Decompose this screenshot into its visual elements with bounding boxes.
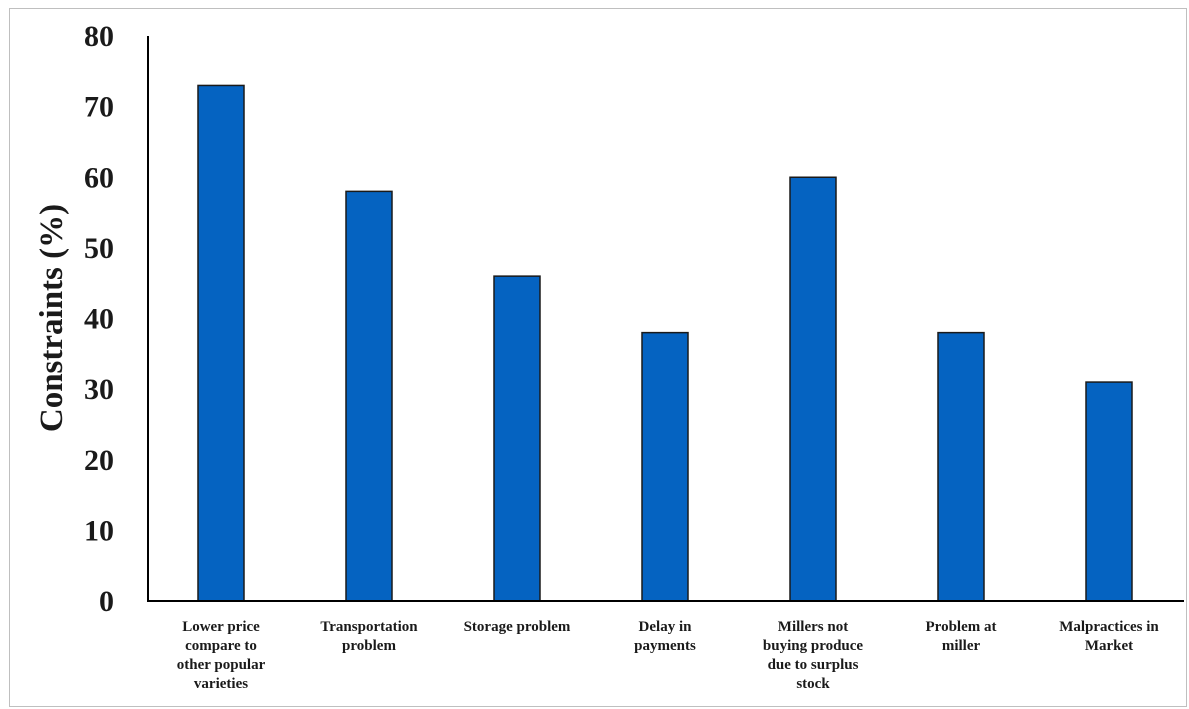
x-category-label: Delay in payments bbox=[634, 619, 696, 654]
x-axis-labels: Lower price compare to other popular variet… bbox=[177, 619, 1160, 692]
y-tick-label: 0 bbox=[99, 585, 114, 618]
bar bbox=[937, 331, 985, 602]
y-axis-ticks: 0 10 20 30 40 50 60 70 80 bbox=[84, 20, 114, 618]
x-category-label: Millers not buying produce due to surplus s… bbox=[763, 619, 864, 692]
y-axis-title: Constraints (%) bbox=[34, 204, 70, 432]
bar bbox=[345, 190, 393, 602]
x-category-label-line: varieties bbox=[194, 676, 248, 692]
y-tick-label: 30 bbox=[84, 373, 114, 406]
x-category-label-line: problem bbox=[342, 638, 396, 654]
x-category-label-line: stock bbox=[796, 676, 830, 692]
bar bbox=[641, 331, 689, 602]
x-category-label-line: due to surplus bbox=[768, 657, 859, 673]
x-category-label-line: Problem at bbox=[926, 619, 997, 635]
x-category-label-line: miller bbox=[942, 638, 981, 654]
x-category-label: Storage problem bbox=[464, 619, 571, 635]
y-tick-label: 10 bbox=[84, 514, 114, 547]
y-tick-label: 70 bbox=[84, 91, 114, 124]
y-tick-label: 40 bbox=[84, 303, 114, 336]
x-category-label-line: Transportation bbox=[320, 619, 418, 635]
x-category-label-line: other popular bbox=[177, 657, 266, 673]
x-category-label: Lower price compare to other popular variet… bbox=[177, 619, 266, 692]
x-category-label-line: payments bbox=[634, 638, 696, 654]
x-category-label-line: Malpractices in bbox=[1059, 619, 1159, 635]
bar bbox=[197, 84, 245, 602]
x-category-label-line: compare to bbox=[185, 638, 257, 654]
x-category-label-line: Storage problem bbox=[464, 619, 571, 635]
bar bbox=[1085, 381, 1133, 602]
x-category-label-line: Delay in bbox=[639, 619, 693, 635]
x-category-label-line: Millers not bbox=[778, 619, 848, 635]
bars bbox=[197, 84, 1133, 602]
bar bbox=[789, 176, 837, 602]
x-category-label: Malpractices in Market bbox=[1059, 619, 1159, 654]
y-tick-label: 80 bbox=[84, 20, 114, 53]
x-category-label: Problem at miller bbox=[926, 619, 997, 654]
bar bbox=[493, 275, 541, 602]
x-category-label-line: Lower price bbox=[182, 619, 260, 635]
y-tick-label: 50 bbox=[84, 232, 114, 265]
y-tick-label: 60 bbox=[84, 161, 114, 194]
y-tick-label: 20 bbox=[84, 444, 114, 477]
x-category-label-line: Market bbox=[1085, 638, 1133, 654]
x-category-label: Transportation problem bbox=[320, 619, 418, 654]
x-category-label-line: buying produce bbox=[763, 638, 864, 654]
